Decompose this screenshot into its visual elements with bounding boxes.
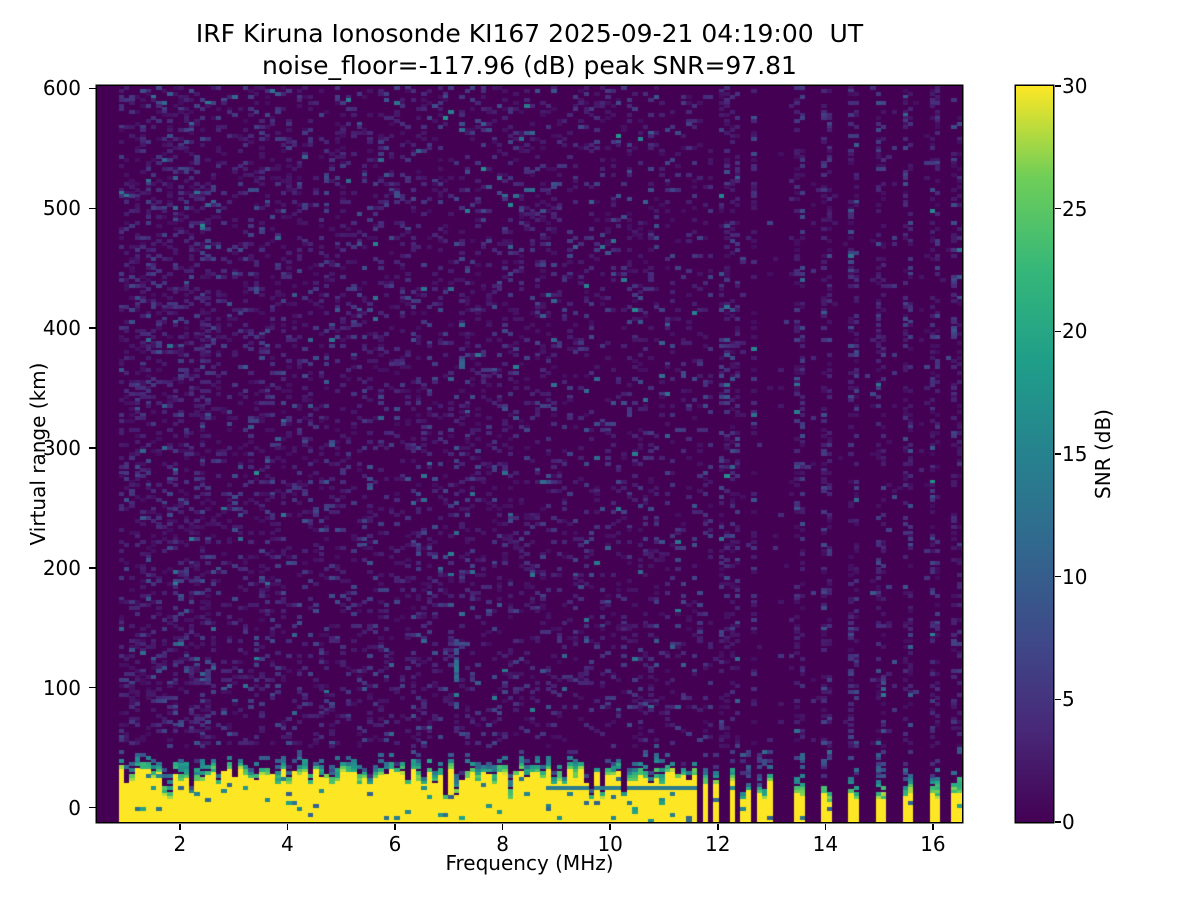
- figure-title: IRF Kiruna Ionosonde KI167 2025-09-21 04…: [195, 19, 864, 48]
- x-tick-mark: [824, 823, 827, 830]
- y-tick-label: 0: [68, 795, 81, 820]
- colorbar-tick-mark: [1054, 575, 1061, 578]
- x-tick-label: 8: [496, 832, 509, 856]
- y-tick-mark: [88, 207, 96, 210]
- colorbar-tick-mark: [1054, 821, 1061, 823]
- y-tick-label: 300: [42, 436, 81, 460]
- colorbar-tick-label: 30: [1062, 74, 1088, 98]
- colorbar: [1016, 86, 1053, 822]
- x-tick-mark: [501, 823, 504, 830]
- y-tick-label: 600: [42, 76, 81, 101]
- x-tick-label: 12: [705, 832, 731, 856]
- x-tick-mark: [179, 823, 181, 830]
- colorbar-tick-label: 25: [1062, 196, 1088, 221]
- y-tick-mark: [88, 327, 96, 329]
- x-tick-mark: [394, 823, 396, 830]
- colorbar-label: SNR (dB): [1091, 409, 1115, 499]
- y-tick-mark: [88, 447, 96, 449]
- y-tick-label: 400: [42, 316, 81, 341]
- y-tick-label: 100: [42, 675, 81, 700]
- y-tick-mark: [88, 686, 96, 689]
- x-tick-label: 16: [920, 832, 946, 856]
- x-tick-mark: [932, 823, 934, 830]
- colorbar-tick-mark: [1054, 330, 1061, 333]
- colorbar-tick-mark: [1054, 453, 1061, 455]
- colorbar-tick-mark: [1054, 85, 1061, 87]
- y-tick-label: 200: [42, 555, 81, 580]
- x-tick-label: 14: [812, 832, 839, 856]
- y-tick-mark: [88, 567, 96, 569]
- x-tick-label: 2: [173, 832, 187, 856]
- colorbar-tick-mark: [1054, 698, 1061, 701]
- x-tick-label: 4: [281, 832, 294, 856]
- colorbar-tick-label: 5: [1062, 687, 1075, 712]
- x-tick-label: 10: [597, 832, 623, 856]
- figure-subtitle: noise_floor=-117.96 (dB) peak SNR=97.81: [262, 51, 797, 80]
- x-tick-mark: [609, 823, 611, 830]
- colorbar-tick-label: 10: [1062, 564, 1088, 589]
- y-tick-label: 500: [42, 196, 81, 221]
- x-tick-mark: [717, 823, 719, 830]
- y-tick-mark: [88, 806, 96, 809]
- y-tick-mark: [88, 87, 96, 90]
- x-tick-mark: [286, 823, 289, 830]
- x-tick-label: 6: [388, 832, 402, 856]
- heatmap-plot-area: [97, 86, 962, 822]
- ionogram-heatmap-canvas: [97, 86, 962, 822]
- x-axis-label: Frequency (MHz): [445, 851, 614, 875]
- colorbar-tick-mark: [1054, 207, 1061, 210]
- colorbar-tick-label: 20: [1062, 319, 1088, 344]
- colorbar-tick-label: 15: [1062, 442, 1088, 466]
- colorbar-tick-label: 0: [1062, 810, 1075, 834]
